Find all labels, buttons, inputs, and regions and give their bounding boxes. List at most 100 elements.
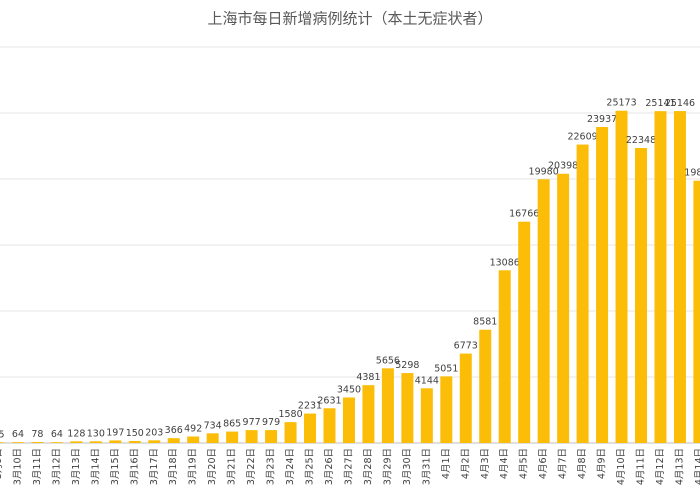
data-label: 19872 <box>684 168 700 179</box>
data-label: 22348 <box>626 135 656 146</box>
bar <box>693 180 700 443</box>
bar <box>635 148 648 443</box>
bar <box>518 221 531 443</box>
bar <box>0 442 5 443</box>
bar <box>420 388 433 443</box>
bar <box>70 441 83 443</box>
bar <box>167 438 180 443</box>
data-label: 5656 <box>376 355 400 366</box>
bar <box>206 433 219 443</box>
x-tick-label: 4月10日 <box>616 448 627 485</box>
data-label: 25173 <box>606 98 636 109</box>
data-label: 197 <box>106 427 124 438</box>
data-label: 8581 <box>473 317 497 328</box>
x-tick-label: 3月9日 <box>0 448 4 479</box>
bar <box>226 431 239 443</box>
data-label: 130 <box>87 428 105 439</box>
bar <box>148 440 161 443</box>
x-tick-label: 3月30日 <box>402 448 413 485</box>
bar <box>673 111 686 443</box>
bar <box>557 173 570 443</box>
x-tick-label: 3月12日 <box>51 448 62 485</box>
bar <box>498 270 511 443</box>
x-tick-label: 4月5日 <box>519 448 530 479</box>
x-tick-label: 3月19日 <box>188 448 199 485</box>
bar <box>284 422 297 443</box>
bar <box>459 353 472 443</box>
x-tick-label: 4月1日 <box>441 448 452 479</box>
data-label: 492 <box>184 424 202 435</box>
bar <box>479 329 492 443</box>
data-label: 16766 <box>509 209 539 220</box>
bar <box>537 179 550 443</box>
data-label: 23937 <box>587 114 617 125</box>
x-tick-label: 4月6日 <box>538 448 549 479</box>
data-label: 25141 <box>645 98 675 109</box>
bar <box>265 430 278 443</box>
x-tick-label: 3月27日 <box>343 448 354 485</box>
data-label: 979 <box>262 417 280 428</box>
x-tick-label: 4月12日 <box>655 448 666 485</box>
data-label: 5298 <box>395 360 419 371</box>
x-tick-label: 3月11日 <box>32 448 43 485</box>
bar <box>381 368 394 443</box>
bar <box>615 110 628 443</box>
bar <box>440 376 453 443</box>
data-label: 25146 <box>665 98 695 109</box>
bar <box>31 441 44 443</box>
bar <box>50 442 63 443</box>
x-tick-label: 3月14日 <box>90 448 101 485</box>
bar <box>11 442 24 443</box>
data-label: 865 <box>223 419 241 430</box>
x-tick-label: 3月24日 <box>285 448 296 485</box>
x-tick-label: 3月10日 <box>12 448 23 485</box>
data-label: 64 <box>51 429 63 440</box>
x-tick-label: 3月15日 <box>110 448 121 485</box>
x-tick-label: 4月11日 <box>636 448 647 485</box>
bar <box>654 111 667 444</box>
x-tick-label: 4月3日 <box>480 448 491 479</box>
x-tick-label: 3月16日 <box>129 448 140 485</box>
data-label: 150 <box>126 428 144 439</box>
data-label: 3450 <box>337 384 361 395</box>
x-tick-label: 3月29日 <box>382 448 393 485</box>
x-tick-label: 4月4日 <box>499 448 510 479</box>
data-label: 6773 <box>454 341 478 352</box>
bar <box>245 430 258 443</box>
bar <box>576 144 589 443</box>
data-label: 55 <box>0 429 5 440</box>
x-tick-label: 3月21日 <box>227 448 238 485</box>
x-tick-label: 4月8日 <box>577 448 588 479</box>
bar <box>109 440 122 443</box>
bar <box>128 441 141 443</box>
data-label: 734 <box>204 420 222 431</box>
data-label: 4381 <box>356 372 380 383</box>
data-label: 13086 <box>490 257 520 268</box>
data-label: 19980 <box>529 166 559 177</box>
x-tick-label: 4月7日 <box>558 448 569 479</box>
data-label: 128 <box>67 428 85 439</box>
x-tick-label: 3月31日 <box>421 448 432 485</box>
bar <box>401 373 414 443</box>
bar <box>342 397 355 443</box>
x-tick-label: 3月18日 <box>168 448 179 485</box>
x-tick-label: 3月13日 <box>71 448 82 485</box>
x-tick-label: 3月17日 <box>149 448 160 485</box>
data-label: 78 <box>31 429 43 440</box>
bar <box>323 408 336 443</box>
x-tick-label: 3月22日 <box>246 448 257 485</box>
data-label: 1580 <box>278 409 302 420</box>
data-label: 203 <box>145 427 163 438</box>
data-label: 64 <box>12 429 24 440</box>
x-tick-label: 3月25日 <box>305 448 316 485</box>
data-label: 2231 <box>298 401 322 412</box>
x-tick-label: 3月26日 <box>324 448 335 485</box>
data-label: 20398 <box>548 161 578 172</box>
data-label: 2631 <box>317 395 341 406</box>
x-tick-label: 4月14日 <box>694 448 700 485</box>
bar <box>89 441 102 443</box>
bar <box>362 385 375 443</box>
bar <box>304 413 317 443</box>
x-tick-label: 3月28日 <box>363 448 374 485</box>
